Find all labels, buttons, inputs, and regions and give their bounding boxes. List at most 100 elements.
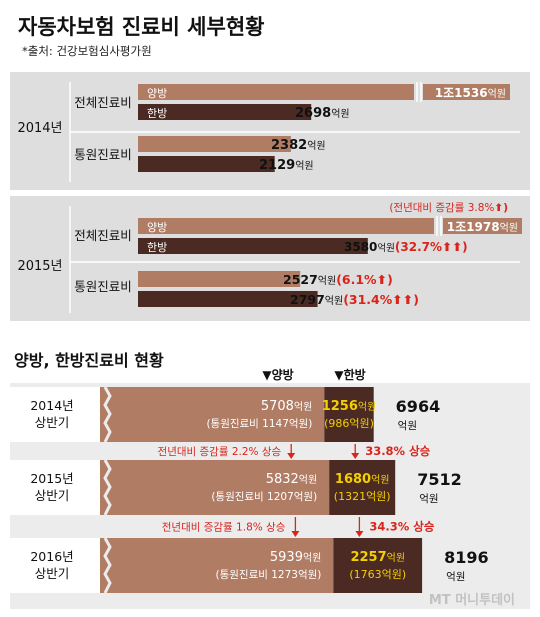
western-value-1: 5832억원 (266, 472, 318, 487)
change-2015-oriental-total-arrow: ⬆⬆) (442, 240, 468, 254)
year-label-2014: 2014년 (17, 121, 62, 136)
western-change-arrowhead-1 (291, 531, 300, 537)
top-bar-2015-oriental-out: 2797억원(31.4%⬆⬆) (138, 291, 419, 307)
value-2014-western-total: 1조1536억원 (435, 86, 506, 100)
oriental-value-2: 2257억원 (350, 550, 405, 565)
western-sub-0: (통원진료비 1147억원) (206, 418, 312, 430)
top-bar-2014-oriental-out: 2129억원 (138, 156, 314, 173)
period-half-2: 상반기 (35, 566, 70, 581)
total-unit-0: 억원 (398, 420, 417, 432)
value-2015-oriental-out-unit: 억원 (325, 295, 343, 307)
bar-label-oriental-2015: 한방 (147, 241, 167, 254)
value-2015-oriental-out-num: 2797 (290, 292, 325, 307)
watermark: MT 머니투데이 (429, 592, 515, 608)
value-2014-western-out-num: 2382 (271, 138, 307, 153)
total-value-0: 6964 (396, 397, 441, 416)
value-2014-oriental-total: 2698억원 (295, 106, 350, 121)
period-box-0 (10, 387, 100, 442)
bar-label-oriental-2014: 한방 (147, 107, 167, 120)
western-value-num-0: 5708 (261, 399, 294, 414)
period-label-2: 2016년 상반기 (30, 549, 73, 581)
legend-oriental: ▼한방 (334, 367, 365, 382)
bottom-title: 양방, 한방진료비 현황 (14, 351, 164, 370)
western-change-arrowhead-0 (287, 453, 296, 459)
value-2014-oriental-out-unit: 억원 (295, 160, 313, 172)
oriental-sub-1: (1321억원) (334, 490, 391, 503)
bar-break-2014 (414, 82, 423, 102)
value-2015-western-total-unit: 억원 (500, 222, 518, 234)
western-value-num-1: 5832 (266, 472, 299, 487)
value-2014-western-out-unit: 억원 (307, 140, 325, 152)
bar-2015-western-out (138, 271, 301, 287)
total-unit-1: 억원 (419, 493, 438, 505)
western-change-1: 전년대비 증감률 1.8% 상승 (162, 522, 286, 534)
bar-2015-western-total (138, 218, 522, 234)
western-value-unit-0: 억원 (294, 401, 312, 413)
value-2014-oriental-total-unit: 억원 (331, 108, 349, 120)
bar-2014-oriental-out (138, 156, 275, 172)
western-change-0: 전년대비 증감률 2.2% 상승 (158, 446, 282, 458)
note-2015-text: (전년대비 증감률 3.8% (389, 202, 494, 214)
total-unit-2: 억원 (446, 571, 465, 583)
period-half-0: 상반기 (35, 415, 70, 430)
main-title: 자동차보험 진료비 세부현황 (18, 15, 264, 39)
top-bar-2015-oriental-total: 한방 3580억원(32.7%⬆⬆) (138, 238, 468, 254)
oriental-value-unit-1: 억원 (371, 474, 389, 486)
change-2015-oriental-out-arrow: ⬆⬆) (392, 292, 419, 307)
oriental-change-arrowhead-1 (355, 531, 364, 537)
value-2015-western-out-unit: 억원 (318, 275, 336, 287)
oriental-change-1: 34.3% 상승 (369, 520, 434, 534)
value-2015-western-total-num: 1조1978 (447, 220, 500, 234)
western-value-0: 5708억원 (261, 399, 313, 414)
top-bar-2014-western-total: 양방 1조1536억원 (138, 82, 510, 102)
western-value-unit-2: 억원 (303, 552, 321, 564)
change-2015-oriental-out: (31.4% (343, 292, 393, 307)
oriental-sub-0: (986억원) (324, 417, 374, 430)
value-2015-oriental-total-num: 3580 (344, 240, 377, 254)
change-2015-western-out: (6.1% (336, 272, 377, 287)
bar-oriental-2 (333, 538, 423, 593)
bar-break-2015 (434, 216, 443, 236)
bar-2015-oriental-out (138, 291, 318, 307)
period-label-1: 2015년 상반기 (30, 471, 73, 503)
row-label-2015-outpatient: 통원진료비 (74, 279, 132, 294)
value-2015-oriental-total-unit: 억원 (377, 242, 394, 254)
western-sub-2: (통원진료비 1273억원) (216, 569, 322, 581)
oriental-value-num-2: 2257 (350, 550, 386, 565)
period-year-0: 2014년 (30, 398, 73, 413)
western-value-unit-1: 억원 (299, 474, 317, 486)
bar-break-zigzag-1 (103, 459, 112, 516)
total-value-1: 7512 (417, 470, 462, 489)
bar-western-0 (100, 387, 325, 442)
bar-western-2 (100, 538, 334, 593)
western-value-2: 5939억원 (270, 550, 322, 565)
western-sub-1: (통원진료비 1207억원) (211, 491, 317, 503)
oriental-value-num-0: 1256 (322, 399, 358, 414)
bar-2015-oriental-total (138, 238, 368, 254)
year-label-2015: 2015년 (17, 259, 62, 274)
bar-oriental-1 (329, 460, 396, 515)
row-label-2014-outpatient: 통원진료비 (74, 147, 132, 162)
value-2015-western-out: 2527억원(6.1%⬆) (283, 272, 393, 287)
bar-break-zigzag-0 (103, 386, 112, 443)
row-label-2015-total: 전체진료비 (74, 228, 132, 243)
bar-oriental-0 (324, 387, 374, 442)
top-bar-2015-western-total: 양방 1조1978억원 (138, 216, 522, 236)
oriental-sub-2: (1763억원) (349, 568, 406, 581)
oriental-value-0: 1256억원 (322, 399, 377, 414)
bar-label-western-2015: 양방 (147, 221, 167, 234)
legend-western: ▼양방 (262, 367, 293, 382)
source-note: *출처: 건강보험심사평가원 (22, 44, 152, 58)
period-box-1 (10, 460, 100, 515)
value-2014-oriental-out-num: 2129 (259, 158, 295, 173)
oriental-value-unit-2: 억원 (387, 552, 405, 564)
period-box-2 (10, 538, 100, 593)
value-2014-oriental-total-num: 2698 (295, 106, 331, 121)
oriental-value-1: 1680억원 (335, 472, 390, 487)
note-2015-arrow: ⬆) (494, 202, 508, 214)
value-2014-western-total-unit: 억원 (488, 88, 506, 100)
